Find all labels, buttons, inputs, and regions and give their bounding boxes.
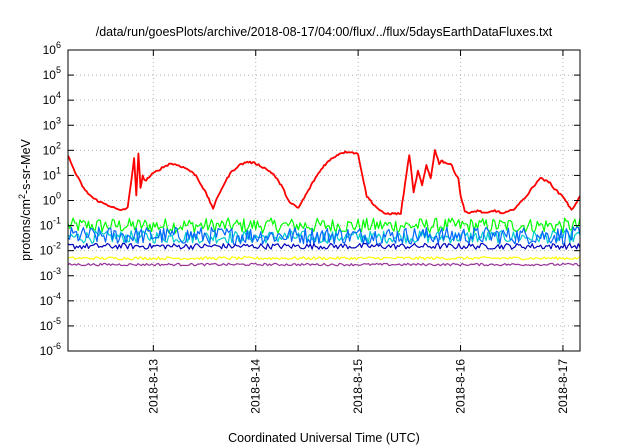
series-line [67, 230, 581, 244]
series-line [67, 262, 581, 267]
x-tick-label: 2018-8-17 [556, 359, 570, 414]
y-tick-label: 10-2 [40, 241, 61, 258]
x-tick-label: 2018-8-13 [146, 359, 160, 414]
x-tick-label: 2018-8-14 [249, 359, 263, 414]
y-tick-label: 10-6 [40, 341, 61, 358]
x-tick-label: 2018-8-15 [351, 359, 365, 414]
y-axis-label-superscript: 2 [17, 194, 27, 199]
x-tick-label: 2018-8-16 [454, 359, 468, 414]
y-tick-label: 106 [43, 40, 61, 57]
y-axis-label-suffix: -s-sr-MeV [19, 138, 33, 194]
y-axis-label: protons/cm2-s-sr-MeV [17, 138, 33, 260]
series-line [67, 256, 581, 261]
y-tick-label: 102 [43, 140, 61, 157]
series-line [67, 217, 581, 234]
ticks: 10-6 10-5 10-4 10-3 10-2 10-1 100 101 102 103 104 1… [40, 40, 580, 414]
svg-text:protons/cm2-s-sr-MeV: protons/cm2-s-sr-MeV [17, 138, 33, 260]
series-line [67, 242, 581, 250]
y-tick-label: 10-5 [40, 316, 61, 333]
y-tick-label: 10-3 [40, 266, 61, 283]
y-tick-label: 100 [43, 191, 61, 208]
series-line [67, 149, 581, 216]
series-line [67, 226, 581, 245]
y-tick-label: 10-1 [40, 216, 61, 233]
grid [68, 50, 580, 351]
y-tick-label: 10-4 [40, 291, 61, 308]
y-tick-label: 101 [43, 165, 61, 182]
y-tick-label: 104 [43, 90, 61, 107]
x-axis-label: Coordinated Universal Time (UTC) [228, 431, 420, 445]
y-tick-label: 103 [43, 115, 61, 132]
chart-title: /data/run/goesPlots/archive/2018-08-17/0… [96, 25, 553, 39]
series-group [67, 149, 581, 267]
y-tick-label: 105 [43, 65, 61, 82]
y-axis-label-prefix: protons/cm [19, 199, 33, 261]
